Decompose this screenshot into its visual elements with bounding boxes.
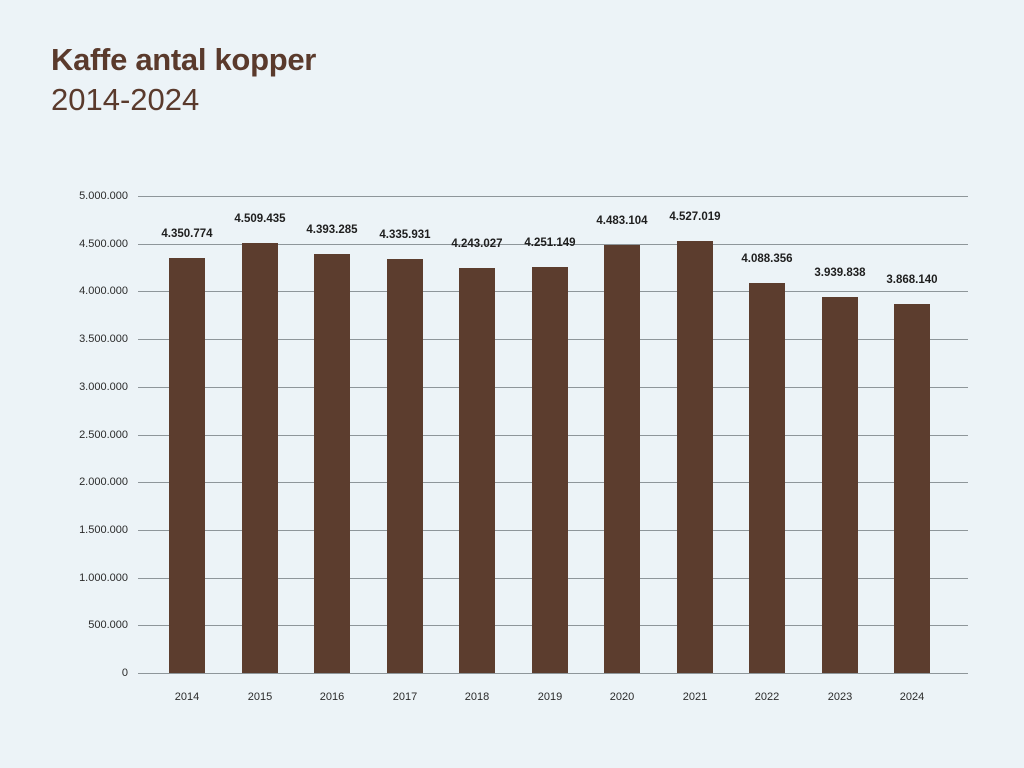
gridline: [138, 196, 968, 197]
x-tick-label: 2024: [899, 691, 925, 703]
y-tick-label: 0: [121, 667, 128, 679]
value-label: 4.393.285: [306, 224, 358, 236]
bar-2020[interactable]: [604, 245, 640, 673]
x-tick-label: 2022: [754, 691, 780, 703]
y-tick-label: 5.000.000: [79, 190, 128, 202]
bar-2014[interactable]: [169, 258, 205, 673]
value-label: 4.335.931: [379, 229, 431, 241]
x-tick-label: 2023: [827, 691, 853, 703]
chart-subtitle: 2014-2024: [51, 82, 200, 117]
y-tick-label: 1.500.000: [79, 524, 128, 536]
value-label: 4.243.027: [451, 238, 503, 250]
bar-2015[interactable]: [242, 243, 278, 673]
y-tick-label: 4.500.000: [79, 238, 128, 250]
y-tick-label: 4.000.000: [79, 285, 128, 297]
value-label: 4.527.019: [669, 211, 721, 223]
value-label: 4.350.774: [161, 228, 213, 240]
value-label: 4.088.356: [741, 253, 793, 265]
x-tick-label: 2019: [537, 691, 563, 703]
gridline: [138, 244, 968, 245]
value-label: 4.483.104: [596, 215, 648, 227]
value-label: 3.868.140: [886, 274, 938, 286]
y-tick-label: 500.000: [88, 619, 128, 631]
x-tick-label: 2018: [464, 691, 490, 703]
bar-2024[interactable]: [894, 304, 930, 673]
bar-2023[interactable]: [822, 297, 858, 673]
bar-2018[interactable]: [459, 268, 495, 673]
chart-title: Kaffe antal kopper: [51, 42, 317, 77]
y-tick-label: 1.000.000: [79, 572, 128, 584]
y-tick-label: 3.500.000: [79, 333, 128, 345]
x-tick-label: 2017: [392, 691, 418, 703]
value-label: 4.509.435: [234, 213, 286, 225]
bar-2016[interactable]: [314, 254, 350, 673]
value-label: 3.939.838: [814, 267, 866, 279]
x-tick-label: 2020: [609, 691, 635, 703]
y-tick-label: 2.500.000: [79, 429, 128, 441]
x-tick-label: 2016: [319, 691, 345, 703]
bar-2022[interactable]: [749, 283, 785, 673]
bar-2021[interactable]: [677, 241, 713, 673]
bar-2017[interactable]: [387, 259, 423, 673]
x-tick-label: 2015: [247, 691, 273, 703]
x-tick-label: 2021: [682, 691, 708, 703]
x-tick-label: 2014: [174, 691, 200, 703]
value-label: 4.251.149: [524, 237, 576, 249]
y-tick-label: 2.000.000: [79, 476, 128, 488]
gridline: [138, 673, 968, 674]
y-tick-label: 3.000.000: [79, 381, 128, 393]
bar-2019[interactable]: [532, 267, 568, 673]
